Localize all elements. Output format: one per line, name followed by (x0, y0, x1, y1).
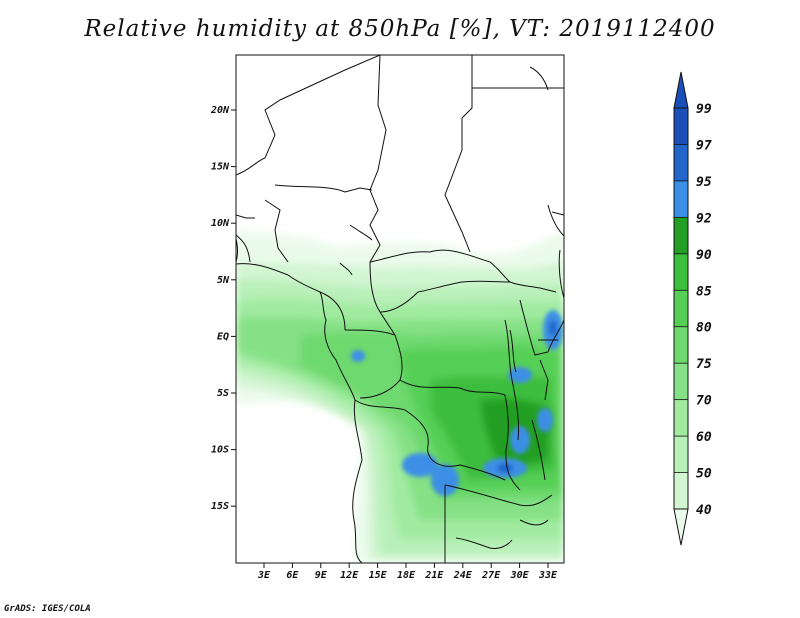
colorbar-level-label: 50 (696, 467, 712, 482)
colorbar-segment (674, 180, 688, 218)
colorbar-level-label: 90 (696, 248, 712, 263)
colorbar-level-label: 99 (696, 102, 712, 117)
colorbar-level-label: 97 (696, 138, 712, 153)
lon-tick-label: 12E (340, 570, 359, 581)
colorbar-level-label: 60 (696, 430, 712, 445)
colorbar-segment (674, 217, 688, 254)
colorbar-level-label: 95 (696, 175, 712, 190)
colorbar-segment (674, 326, 688, 364)
lat-tick-label: 15N (211, 162, 230, 173)
colorbar-segment (674, 253, 688, 291)
lat-tick-label: 10N (211, 218, 230, 229)
colorbar-level-label: 70 (696, 394, 712, 409)
grads-credit: GrADS: IGES/COLA (4, 604, 91, 614)
lat-tick-label: EQ (217, 331, 229, 342)
colorbar-segment (674, 108, 688, 145)
lon-tick-label: 27E (481, 570, 501, 581)
country-borders (236, 55, 564, 563)
colorbar-level-label: 80 (696, 321, 712, 336)
colorbar-level-label: 85 (696, 284, 712, 299)
colorbar-segment (674, 399, 688, 437)
colorbar-segment (674, 472, 688, 509)
colorbar-segment (674, 290, 688, 327)
lon-tick-label: 33E (538, 570, 558, 581)
latitude-axis: 20N 15N 10N 5N EQ 5S 10S 15S (210, 105, 236, 512)
colorbar-segment (674, 363, 688, 400)
lat-tick-label: 5S (217, 388, 229, 399)
lon-tick-label: 18E (397, 570, 416, 581)
map-frame (235, 54, 565, 564)
colorbar-level-label: 40 (696, 503, 712, 518)
humidity-field (236, 55, 564, 563)
longitude-axis: 3E 6E 9E 12E 15E 18E 21E 24E 27E 30E 33E (257, 563, 558, 581)
colorbar-max-extension (673, 71, 689, 109)
lat-tick-label: 10S (211, 445, 229, 456)
colorbar-segment (674, 436, 688, 473)
lon-tick-label: 21E (424, 570, 444, 581)
lat-tick-label: 15S (211, 501, 229, 512)
colorbar-min-extension (673, 508, 689, 546)
colorbar-segment (674, 144, 688, 181)
lon-tick-label: 3E (257, 570, 271, 581)
lat-tick-label: 20N (210, 105, 230, 116)
colorbar: 40 50 60 70 75 80 85 90 92 95 97 99 (673, 71, 712, 546)
lon-tick-label: 24E (453, 570, 473, 581)
colorbar-level-label: 92 (696, 211, 712, 226)
lat-tick-label: 5N (217, 275, 230, 286)
colorbar-level-label: 75 (696, 357, 712, 372)
lon-tick-label: 15E (369, 570, 388, 581)
lon-tick-label: 30E (510, 570, 530, 581)
lon-tick-label: 6E (286, 570, 299, 581)
lon-tick-label: 9E (315, 570, 328, 581)
chart-title: Relative humidity at 850hPa [%], VT: 201… (84, 16, 716, 42)
